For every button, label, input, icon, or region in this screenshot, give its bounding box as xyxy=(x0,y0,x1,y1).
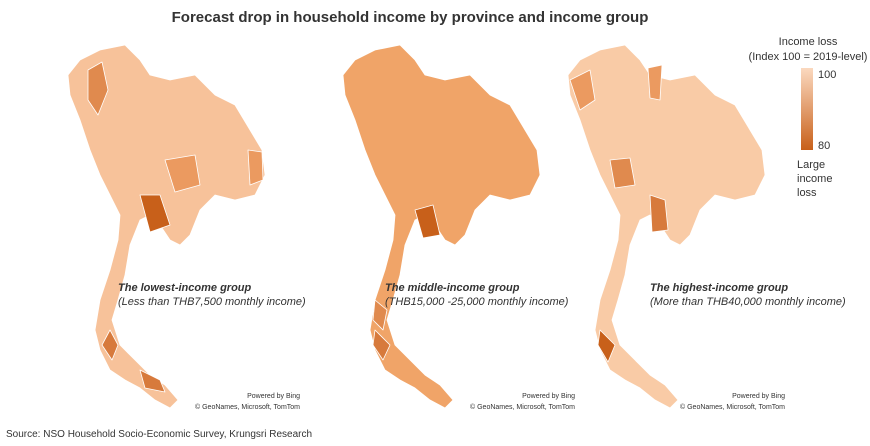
province xyxy=(372,329,391,361)
legend-min: 80 xyxy=(818,140,830,152)
group-label: The middle-income group xyxy=(385,282,520,294)
source: Source: NSO Household Socio-Economic Sur… xyxy=(6,429,312,440)
province xyxy=(101,329,119,361)
province xyxy=(139,369,166,393)
legend: Income loss (Index 100 = 2019-level) 100… xyxy=(749,36,868,199)
color-scale xyxy=(801,68,813,150)
map-credit: Powered by Bing xyxy=(247,393,300,400)
map-credit: Powered by Bing xyxy=(732,393,785,400)
map-lowest xyxy=(67,44,266,409)
group-label: The highest-income group xyxy=(650,282,788,294)
province xyxy=(87,61,109,116)
province xyxy=(139,194,171,233)
province xyxy=(164,154,201,193)
province xyxy=(247,149,264,186)
legend-note: Large xyxy=(797,159,825,171)
map-credit: Powered by Bing xyxy=(522,393,575,400)
province xyxy=(569,69,596,111)
map-credit: © GeoNames, Microsoft, TomTom xyxy=(195,403,300,411)
province xyxy=(597,329,616,363)
map-labels: The lowest-income group (Less than THB7,5… xyxy=(118,282,846,411)
title: Forecast drop in household income by pro… xyxy=(172,9,649,26)
province xyxy=(372,299,388,331)
legend-note: income xyxy=(797,173,832,185)
province xyxy=(414,204,441,239)
legend-title: Income loss xyxy=(779,36,838,48)
legend-note: loss xyxy=(797,187,817,199)
province xyxy=(647,64,663,101)
group-subtitle: (Less than THB7,500 monthly income) xyxy=(118,296,306,308)
province xyxy=(609,157,636,189)
country-shape xyxy=(342,44,541,409)
map-credit: © GeoNames, Microsoft, TomTom xyxy=(470,403,575,411)
group-label: The lowest-income group xyxy=(118,282,252,294)
group-subtitle: (THB15,000 -25,000 monthly income) xyxy=(385,296,569,308)
legend-max: 100 xyxy=(818,69,836,81)
group-subtitle: (More than THB40,000 monthly income) xyxy=(650,296,846,308)
legend-title: (Index 100 = 2019-level) xyxy=(749,51,868,63)
map-credit: © GeoNames, Microsoft, TomTom xyxy=(680,403,785,411)
map-highest xyxy=(567,44,766,409)
map-middle xyxy=(342,44,541,409)
province xyxy=(649,194,669,233)
